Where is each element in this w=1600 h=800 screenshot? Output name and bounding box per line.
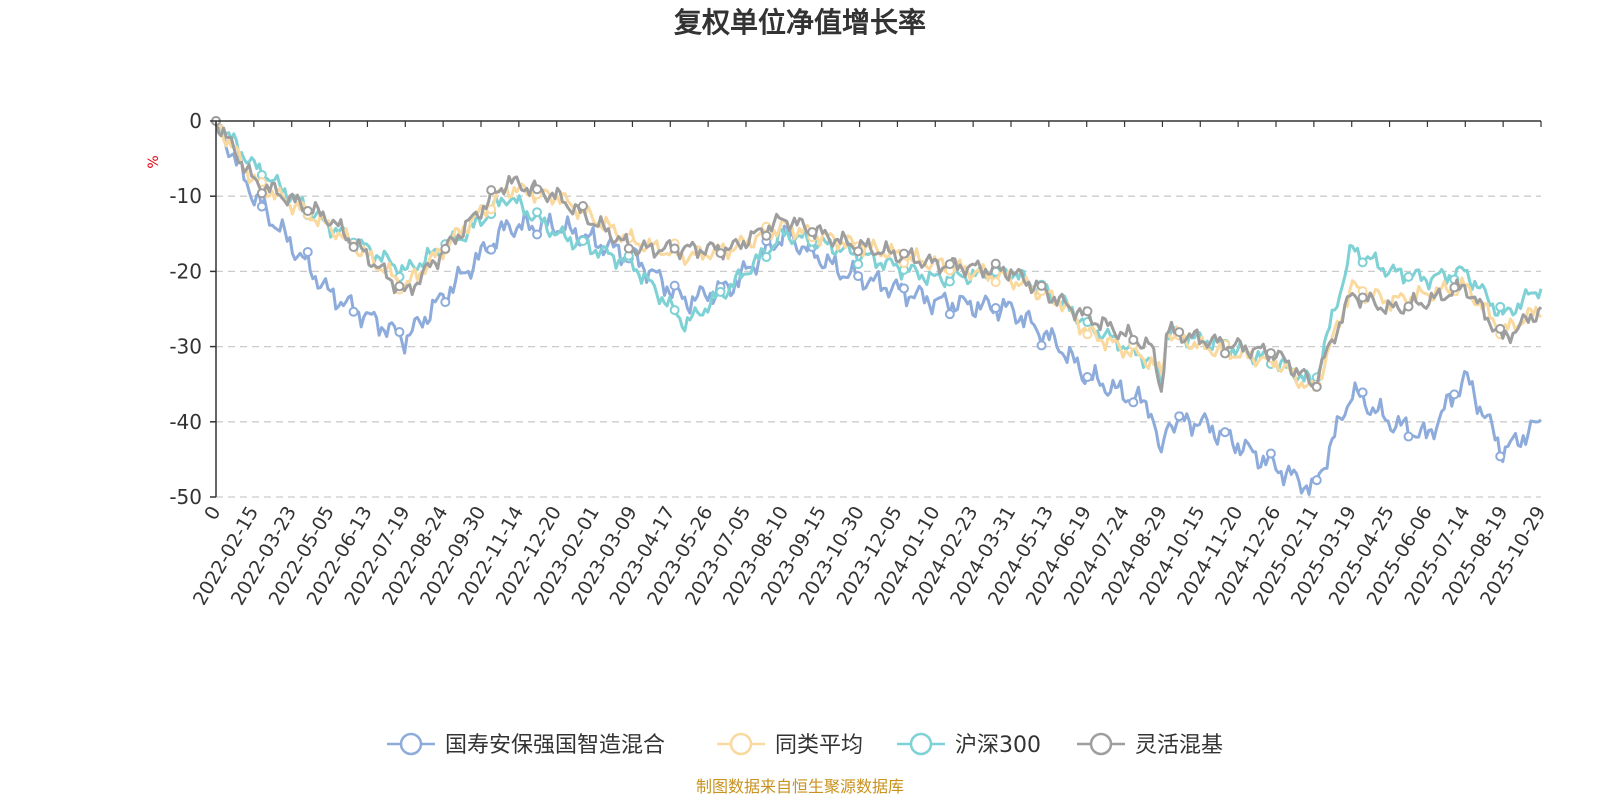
- series-point-0: [302, 246, 313, 257]
- series-point-3: [715, 248, 726, 259]
- series-point-3: [440, 243, 451, 254]
- series-point-0: [669, 280, 680, 291]
- series-point-3: [807, 227, 818, 238]
- series-point-3: [577, 200, 588, 211]
- series-point-3: [623, 243, 634, 254]
- series-point-2: [853, 259, 864, 270]
- series-point-3: [669, 243, 680, 254]
- chart-title: 复权单位净值增长率: [674, 6, 926, 39]
- series-point-2: [944, 276, 955, 287]
- series-point-1: [990, 277, 1001, 288]
- legend-label: 灵活混基: [1135, 733, 1223, 758]
- series-line-1: [214, 120, 1543, 392]
- series-point-3: [898, 248, 909, 259]
- series-point-0: [1357, 387, 1368, 398]
- y-tick-label: -40: [169, 410, 202, 434]
- series-layer: [211, 116, 1543, 496]
- series-point-3: [1357, 292, 1368, 303]
- series-point-3: [1082, 306, 1093, 317]
- series-point-2: [1403, 271, 1414, 282]
- series-point-0: [1174, 411, 1185, 422]
- axes: 0-10-20-30-40-5002022-02-152022-03-23202…: [169, 109, 1550, 609]
- series-line-2: [214, 120, 1543, 392]
- legend-circle-icon: [729, 732, 753, 756]
- series-point-3: [1495, 323, 1506, 334]
- legend-item-2[interactable]: 沪深300: [897, 732, 1041, 758]
- series-point-0: [1265, 448, 1276, 459]
- series-point-0: [944, 309, 955, 320]
- y-axis-unit: %: [146, 155, 162, 168]
- legend-circle-icon: [909, 732, 933, 756]
- series-point-0: [1220, 427, 1231, 438]
- series-point-0: [990, 303, 1001, 314]
- series-point-0: [1449, 389, 1460, 400]
- series-point-3: [1128, 334, 1139, 345]
- y-tick-label: -50: [169, 485, 202, 509]
- series-point-0: [1128, 397, 1139, 408]
- series-point-2: [715, 286, 726, 297]
- series-point-3: [1449, 282, 1460, 293]
- series-point-0: [1403, 431, 1414, 442]
- y-tick-label: 0: [189, 109, 202, 133]
- series-point-2: [532, 207, 543, 218]
- series-point-3: [944, 259, 955, 270]
- series-point-3: [486, 185, 497, 196]
- series-point-1: [1082, 329, 1093, 340]
- series-point-0: [898, 283, 909, 294]
- legend-item-3[interactable]: 灵活混基: [1077, 732, 1223, 758]
- series-point-3: [532, 184, 543, 195]
- series-point-2: [669, 305, 680, 316]
- series-point-0: [348, 306, 359, 317]
- series-point-3: [1174, 327, 1185, 338]
- series-point-2: [1495, 301, 1506, 312]
- series-point-1: [898, 257, 909, 268]
- grid-lines: [216, 195, 1541, 498]
- series-point-3: [1036, 280, 1047, 291]
- series-point-2: [577, 235, 588, 246]
- y-tick-label: -10: [169, 184, 202, 208]
- series-point-3: [302, 205, 313, 216]
- series-point-0: [1311, 475, 1322, 486]
- series-point-0: [256, 201, 267, 212]
- legend-label: 同类平均: [775, 733, 863, 758]
- legend-item-1[interactable]: 同类平均: [717, 732, 863, 758]
- legend-item-0[interactable]: 国寿安保强国智造混合: [387, 732, 665, 758]
- legend-label: 国寿安保强国智造混合: [445, 733, 665, 758]
- legend-circle-icon: [399, 732, 423, 756]
- series-point-3: [1403, 301, 1414, 312]
- legend-circle-icon: [1089, 732, 1113, 756]
- series-point-0: [1036, 340, 1047, 351]
- series-point-3: [1311, 381, 1322, 392]
- series-point-3: [853, 246, 864, 257]
- series-point-3: [394, 281, 405, 292]
- y-tick-label: -20: [169, 259, 202, 283]
- source-note: 制图数据来自恒生聚源数据库: [696, 777, 904, 796]
- series-point-3: [256, 188, 267, 199]
- series-point-0: [1082, 371, 1093, 382]
- series-point-3: [1220, 348, 1231, 359]
- series-line-3: [214, 120, 1543, 393]
- series-point-0: [853, 271, 864, 282]
- series-line-0: [214, 120, 1542, 496]
- legend[interactable]: 国寿安保强国智造混合 同类平均 沪深300 灵活混基: [387, 732, 1223, 758]
- series-point-3: [990, 258, 1001, 269]
- series-point-0: [440, 297, 451, 308]
- series-point-3: [348, 242, 359, 253]
- legend-label: 沪深300: [955, 733, 1041, 758]
- series-point-0: [532, 229, 543, 240]
- series-point-3: [1265, 348, 1276, 359]
- y-tick-label: -30: [169, 335, 202, 359]
- series-point-2: [761, 252, 772, 263]
- series-point-2: [1357, 257, 1368, 268]
- series-point-0: [394, 327, 405, 338]
- series-point-0: [1495, 451, 1506, 462]
- series-point-3: [761, 230, 772, 241]
- x-tick-label: 0: [200, 503, 225, 524]
- series-point-0: [486, 244, 497, 255]
